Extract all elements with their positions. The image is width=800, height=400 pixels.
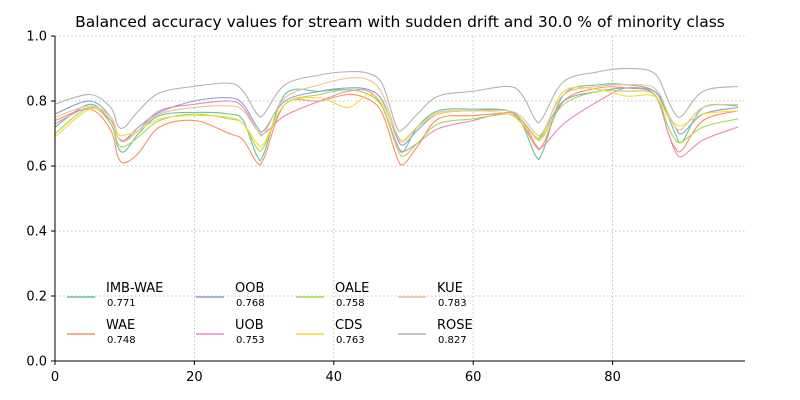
legend-value: 0.771 [107, 298, 136, 309]
y-tick-label: 0.2 [26, 290, 47, 305]
x-tick-label: 80 [604, 370, 621, 385]
legend-entry-oale: OALE 0.758 [296, 281, 369, 309]
x-tick-label: 40 [326, 370, 343, 385]
legend-label: KUE [437, 281, 463, 296]
legend-value: 0.763 [336, 335, 365, 346]
legend-entry-imb-wae: IMB-WAE 0.771 [67, 281, 163, 309]
legend-label: OOB [235, 281, 264, 296]
legend-label: CDS [335, 318, 362, 333]
series-line-rose [54, 67, 739, 132]
legend-entry-oob: OOB 0.768 [196, 281, 265, 309]
legend-entry-wae: WAE 0.748 [67, 318, 136, 346]
legend-entry-uob: UOB 0.753 [196, 318, 265, 346]
legend-label: WAE [106, 318, 135, 333]
legend-value: 0.748 [107, 335, 136, 346]
legend-label: UOB [235, 318, 264, 333]
legend-label: OALE [335, 281, 369, 296]
legend-entry-cds: CDS 0.763 [296, 318, 365, 346]
legend-value: 0.768 [236, 298, 265, 309]
legend-entry-rose: ROSE 0.827 [398, 318, 473, 346]
series-line-uob [54, 86, 739, 158]
legend: IMB-WAE 0.771 WAE 0.748 OOB 0.768 UOB 0.753 OALE… [67, 281, 473, 346]
plot-lines [54, 67, 739, 166]
x-tick-label: 0 [51, 370, 59, 385]
chart-title: Balanced accuracy values for stream with… [75, 13, 725, 31]
series-line-imb-wae [54, 83, 739, 162]
legend-value: 0.783 [438, 298, 467, 309]
legend-value: 0.753 [236, 335, 265, 346]
y-tick-label: 0.4 [26, 225, 47, 240]
y-tick-label: 0.0 [26, 355, 47, 370]
y-tick-label: 1.0 [26, 30, 47, 45]
axes: 0 20 40 60 80 0.0 0.2 0.4 0.6 0.8 1.0 [26, 30, 745, 385]
legend-value: 0.827 [438, 335, 467, 346]
y-tick-label: 0.6 [26, 160, 47, 175]
x-tick-label: 20 [186, 370, 203, 385]
series-line-kue [54, 77, 739, 143]
series-line-oale [54, 89, 739, 157]
legend-value: 0.758 [336, 298, 365, 309]
legend-label: IMB-WAE [106, 281, 163, 296]
x-tick-label: 60 [465, 370, 482, 385]
y-tick-label: 0.8 [26, 95, 47, 110]
legend-entry-kue: KUE 0.783 [398, 281, 467, 309]
legend-label: ROSE [437, 318, 473, 333]
